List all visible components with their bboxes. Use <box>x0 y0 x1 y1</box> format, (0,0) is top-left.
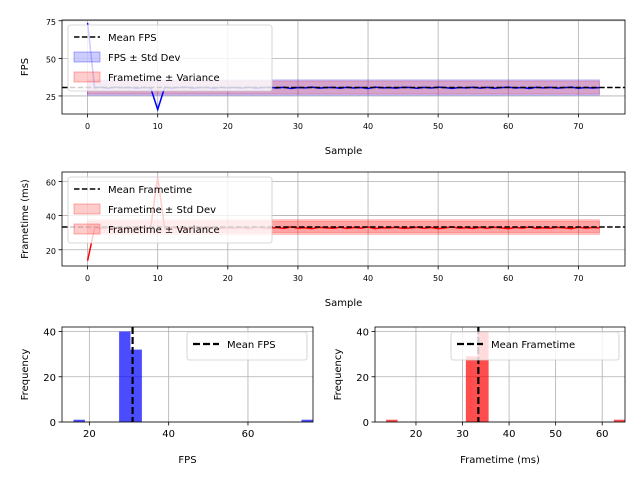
x-tick-label: 20 <box>223 274 233 283</box>
histogram-bar <box>477 331 489 422</box>
legend-std-swatch <box>73 51 101 63</box>
legend-box <box>67 176 273 244</box>
histogram-bar <box>73 419 85 422</box>
fps_hist-plot-area <box>73 327 313 422</box>
legend: Mean FPS FPS ± Std Dev Frametime ± Varianc… <box>67 24 273 92</box>
histogram-bar <box>465 356 478 422</box>
x-tick-label: 50 <box>433 122 443 131</box>
x-tick-label: 30 <box>456 429 469 440</box>
histogram-bar <box>386 419 398 422</box>
x-tick-label: 0 <box>85 274 90 283</box>
legend: Mean Frametime Frametime ± Std Dev Frameti… <box>67 176 273 244</box>
axes-frame <box>374 326 626 423</box>
axes-frame <box>61 171 626 267</box>
y-tick-label: 0 <box>363 418 369 429</box>
y-axis-label: Frametime (ms) <box>20 179 31 259</box>
y-tick-label: 20 <box>356 373 369 384</box>
histogram-bar <box>613 419 625 422</box>
y-tick-label: 0 <box>50 418 56 429</box>
legend-box <box>67 24 273 92</box>
x-axis-label: Sample <box>325 146 363 157</box>
legend-label: Mean Frametime <box>108 185 192 196</box>
y-axis-label: Frequency <box>20 349 31 401</box>
legend: Mean Frametime <box>450 331 620 361</box>
x-axis-label: FPS <box>178 455 196 466</box>
legend-label: Frametime ± Variance <box>108 73 220 84</box>
x-tick-label: 20 <box>83 429 96 440</box>
x-tick-label: 60 <box>503 274 513 283</box>
y-tick-label: 40 <box>43 328 56 339</box>
x-tick-label: 50 <box>433 274 443 283</box>
x-tick-label: 40 <box>363 274 373 283</box>
fps_line-axes: 0 10 20 30 40 50 60 70 25 50 75 Sample FPS Mean FPS FP… <box>20 18 626 157</box>
legend-label: Mean Frametime <box>491 340 575 351</box>
y-axis-label: FPS <box>20 58 31 76</box>
x-tick-label: 0 <box>85 122 90 131</box>
y-tick-label: 40 <box>46 213 56 222</box>
x-tick-label: 60 <box>596 429 609 440</box>
axes-frame <box>61 19 626 115</box>
histogram-bar <box>119 331 131 422</box>
histogram-bar <box>130 349 142 422</box>
legend-label: Mean FPS <box>227 340 276 351</box>
x-tick-label: 20 <box>223 122 233 131</box>
x-tick-label: 60 <box>503 122 513 131</box>
x-tick-label: 50 <box>549 429 562 440</box>
legend-box <box>186 331 308 361</box>
y-tick-label: 20 <box>43 373 56 384</box>
x-axis-label: Frametime (ms) <box>460 455 540 466</box>
legend-label: Mean FPS <box>108 33 157 44</box>
x-tick-label: 20 <box>410 429 423 440</box>
x-tick-label: 40 <box>363 122 373 131</box>
x-tick-label: 60 <box>242 429 255 440</box>
x-tick-label: 10 <box>153 122 163 131</box>
x-tick-label: 10 <box>153 274 163 283</box>
frametime_hist-axes: 20 30 40 50 60 0 20 40 Frametime (ms) Frequency Me… <box>333 326 626 466</box>
y-tick-label: 50 <box>46 55 56 64</box>
legend-label: Frametime ± Std Dev <box>108 205 216 216</box>
y-tick-label: 20 <box>46 247 56 256</box>
x-tick-label: 40 <box>503 429 516 440</box>
x-axis-label: Sample <box>325 298 363 309</box>
legend-std-swatch <box>73 203 101 215</box>
y-axis-label: Frequency <box>333 349 344 401</box>
legend: Mean FPS <box>186 331 308 361</box>
legend-label: Frametime ± Variance <box>108 225 220 236</box>
y-tick-label: 25 <box>46 93 56 102</box>
fps_hist-axes: 20 40 60 0 20 40 FPS Frequency Mean FPS <box>20 326 314 466</box>
legend-label: FPS ± Std Dev <box>108 53 181 64</box>
axes-frame <box>61 326 314 423</box>
legend-variance-swatch <box>73 223 101 235</box>
y-tick-label: 40 <box>356 328 369 339</box>
x-tick-label: 40 <box>162 429 175 440</box>
histogram-bar <box>301 419 313 422</box>
frametime_line-axes: 0 10 20 30 40 50 60 70 20 40 60 Sample Frametime (ms… <box>20 171 626 309</box>
legend-box <box>450 331 620 361</box>
x-tick-label: 70 <box>573 274 583 283</box>
x-tick-label: 30 <box>293 122 303 131</box>
x-tick-label: 30 <box>293 274 303 283</box>
y-tick-label: 60 <box>46 178 56 187</box>
legend-variance-swatch <box>73 71 101 83</box>
x-tick-label: 70 <box>573 122 583 131</box>
y-tick-label: 75 <box>46 18 56 27</box>
